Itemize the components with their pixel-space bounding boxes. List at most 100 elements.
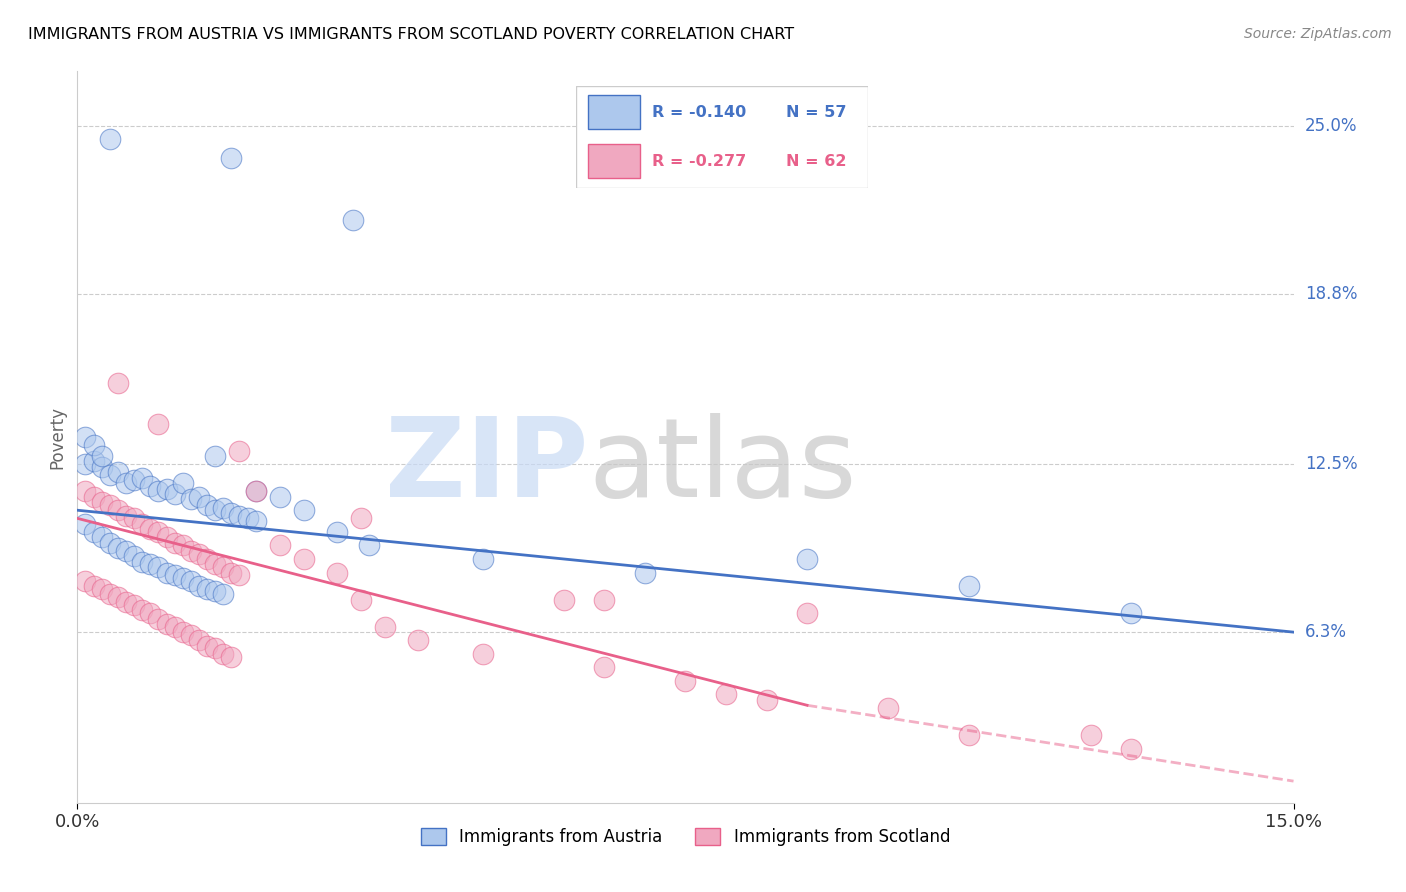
Point	[139, 479, 162, 493]
Point	[471, 552, 494, 566]
Point	[195, 639, 218, 653]
Y-axis label: Poverty: Poverty	[48, 406, 66, 468]
Point	[163, 535, 186, 549]
Text: IMMIGRANTS FROM AUSTRIA VS IMMIGRANTS FROM SCOTLAND POVERTY CORRELATION CHART: IMMIGRANTS FROM AUSTRIA VS IMMIGRANTS FR…	[28, 27, 794, 42]
Text: Source: ZipAtlas.com: Source: ZipAtlas.com	[1244, 27, 1392, 41]
Point	[122, 549, 145, 564]
Point	[83, 524, 105, 539]
Point	[228, 568, 250, 582]
Point	[75, 457, 97, 471]
Point	[131, 471, 153, 485]
Point	[155, 530, 177, 544]
Point	[131, 603, 153, 617]
Point	[98, 132, 121, 146]
Point	[139, 522, 162, 536]
Point	[98, 587, 121, 601]
Point	[326, 566, 349, 580]
Point	[593, 660, 616, 674]
Legend: Immigrants from Austria, Immigrants from Scotland: Immigrants from Austria, Immigrants from…	[420, 828, 950, 846]
Point	[326, 524, 349, 539]
Point	[245, 484, 267, 499]
Point	[83, 454, 105, 468]
Point	[90, 449, 112, 463]
Point	[90, 495, 112, 509]
Point	[122, 511, 145, 525]
Point	[148, 524, 170, 539]
Point	[90, 530, 112, 544]
Point	[228, 508, 250, 523]
Point	[221, 506, 243, 520]
Point	[131, 516, 153, 531]
Point	[172, 538, 194, 552]
Point	[155, 566, 177, 580]
Point	[212, 587, 235, 601]
Point	[139, 606, 162, 620]
Point	[163, 487, 186, 501]
Point	[180, 492, 202, 507]
Point	[139, 558, 162, 572]
Point	[1121, 741, 1143, 756]
Point	[350, 592, 373, 607]
Point	[212, 560, 235, 574]
Point	[236, 511, 259, 525]
Point	[163, 620, 186, 634]
Point	[107, 465, 129, 479]
Point	[98, 468, 121, 483]
Point	[228, 443, 250, 458]
Point	[195, 582, 218, 596]
Text: 18.8%: 18.8%	[1305, 285, 1357, 302]
Point	[122, 598, 145, 612]
Point	[359, 538, 381, 552]
Point	[195, 498, 218, 512]
Point	[796, 552, 818, 566]
Point	[155, 617, 177, 632]
Point	[122, 474, 145, 488]
Point	[342, 213, 364, 227]
Point	[90, 459, 112, 474]
Point	[1080, 728, 1102, 742]
Point	[292, 503, 315, 517]
Point	[714, 688, 737, 702]
Point	[245, 484, 267, 499]
Point	[374, 620, 396, 634]
Point	[204, 641, 226, 656]
Point	[83, 490, 105, 504]
Point	[634, 566, 657, 580]
Point	[221, 566, 243, 580]
Text: 25.0%: 25.0%	[1305, 117, 1357, 135]
Point	[172, 476, 194, 491]
Point	[269, 490, 291, 504]
Point	[180, 628, 202, 642]
Point	[188, 579, 211, 593]
Point	[204, 584, 226, 599]
Point	[172, 625, 194, 640]
Point	[75, 430, 97, 444]
Point	[188, 547, 211, 561]
Point	[172, 571, 194, 585]
Point	[148, 484, 170, 499]
Point	[180, 574, 202, 588]
Point	[1121, 606, 1143, 620]
Point	[83, 579, 105, 593]
Point	[98, 498, 121, 512]
Point	[115, 508, 138, 523]
Point	[155, 482, 177, 496]
Point	[204, 503, 226, 517]
Point	[131, 555, 153, 569]
Point	[98, 535, 121, 549]
Point	[406, 633, 429, 648]
Point	[107, 590, 129, 604]
Point	[796, 606, 818, 620]
Text: 12.5%: 12.5%	[1305, 455, 1357, 473]
Point	[221, 151, 243, 165]
Point	[195, 552, 218, 566]
Point	[350, 511, 373, 525]
Point	[188, 490, 211, 504]
Point	[593, 592, 616, 607]
Point	[107, 503, 129, 517]
Point	[148, 611, 170, 625]
Text: 6.3%: 6.3%	[1305, 624, 1347, 641]
Point	[212, 500, 235, 515]
Point	[75, 484, 97, 499]
Point	[115, 476, 138, 491]
